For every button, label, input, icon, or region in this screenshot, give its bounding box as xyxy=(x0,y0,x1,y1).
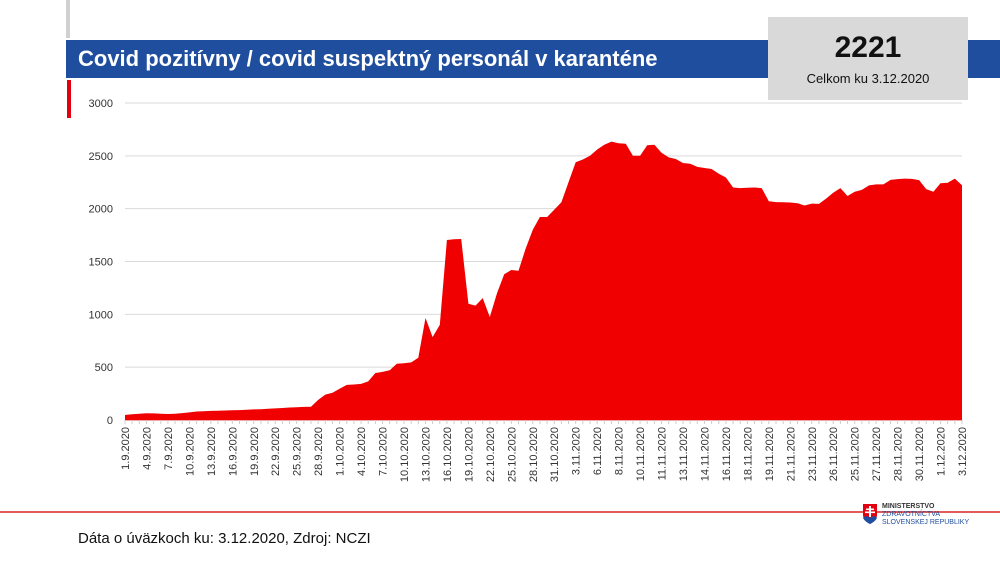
logo-line-2: ZDRAVOTNÍCTVA xyxy=(882,511,941,518)
x-tick-label: 4.9.2020 xyxy=(141,427,153,470)
total-value: 2221 xyxy=(834,31,902,64)
x-tick-label: 13.11.2020 xyxy=(678,427,690,481)
x-tick-label: 26.11.2020 xyxy=(828,427,840,481)
x-tick-label: 14.11.2020 xyxy=(699,427,711,481)
x-tick-label: 25.9.2020 xyxy=(292,427,304,476)
x-tick-label: 8.11.2020 xyxy=(614,427,626,475)
x-tick-label: 7.9.2020 xyxy=(163,427,175,470)
y-tick-label: 500 xyxy=(95,362,113,374)
y-tick-label: 1500 xyxy=(89,257,113,269)
y-tick-label: 2000 xyxy=(89,204,113,216)
x-tick-label: 3.12.2020 xyxy=(957,427,969,476)
x-tick-label: 6.11.2020 xyxy=(592,427,604,475)
x-tick-label: 28.10.2020 xyxy=(528,427,540,482)
x-tick-label: 23.11.2020 xyxy=(807,427,819,481)
y-tick-label: 2500 xyxy=(89,151,113,163)
accent-bar xyxy=(67,80,71,118)
x-tick-label: 13.9.2020 xyxy=(206,427,218,476)
total-label: Celkom ku 3.12.2020 xyxy=(806,71,930,86)
x-tick-label: 19.10.2020 xyxy=(463,427,475,482)
x-tick-label: 16.11.2020 xyxy=(721,427,733,481)
x-tick-label: 19.9.2020 xyxy=(249,427,261,476)
x-tick-label: 13.10.2020 xyxy=(420,427,432,482)
x-tick-label: 1.9.2020 xyxy=(120,427,132,470)
x-tick-label: 1.12.2020 xyxy=(936,427,948,476)
total-kpi-card: 2221 Celkom ku 3.12.2020 xyxy=(768,17,968,100)
x-tick-label: 31.10.2020 xyxy=(549,427,561,482)
logo-line-3: SLOVENSKEJ REPUBLIKY xyxy=(882,519,970,526)
x-tick-label: 25.11.2020 xyxy=(850,427,862,481)
y-tick-label: 1000 xyxy=(89,309,113,321)
x-tick-label: 1.10.2020 xyxy=(335,427,347,476)
x-tick-label: 16.9.2020 xyxy=(227,427,239,476)
x-tick-label: 7.10.2020 xyxy=(378,427,390,476)
data-source-note: Dáta o úväzkoch ku: 3.12.2020, Zdroj: NC… xyxy=(78,530,371,547)
x-tick-label: 4.10.2020 xyxy=(356,427,368,476)
x-tick-label: 21.11.2020 xyxy=(785,427,797,481)
x-tick-label: 19.11.2020 xyxy=(764,427,776,481)
x-tick-label: 10.10.2020 xyxy=(399,427,411,482)
x-tick-label: 30.11.2020 xyxy=(914,427,926,481)
decorative-divider xyxy=(66,0,70,38)
x-tick-label: 10.11.2020 xyxy=(635,427,647,481)
x-tick-label: 3.11.2020 xyxy=(571,427,583,475)
area-series xyxy=(125,141,962,420)
y-tick-label: 0 xyxy=(107,415,113,427)
x-tick-label: 28.9.2020 xyxy=(313,427,325,476)
x-tick-label: 22.10.2020 xyxy=(485,427,497,482)
x-tick-label: 18.11.2020 xyxy=(742,427,754,481)
y-tick-label: 3000 xyxy=(89,98,113,110)
x-tick-label: 16.10.2020 xyxy=(442,427,454,482)
ministry-logo: MINISTERSTVO ZDRAVOTNÍCTVA SLOVENSKEJ RE… xyxy=(862,503,992,531)
coat-of-arms-icon xyxy=(863,504,877,524)
x-tick-label: 28.11.2020 xyxy=(893,427,905,481)
x-tick-label: 27.11.2020 xyxy=(871,427,883,481)
x-tick-label: 10.9.2020 xyxy=(184,427,196,476)
footer-divider xyxy=(0,511,1000,513)
page-title: Covid pozitívny / covid suspektný person… xyxy=(78,46,658,71)
x-tick-label: 11.11.2020 xyxy=(657,427,669,480)
x-tick-label: 22.9.2020 xyxy=(270,427,282,476)
logo-line-1: MINISTERSTVO xyxy=(882,503,935,510)
x-tick-label: 25.10.2020 xyxy=(506,427,518,482)
